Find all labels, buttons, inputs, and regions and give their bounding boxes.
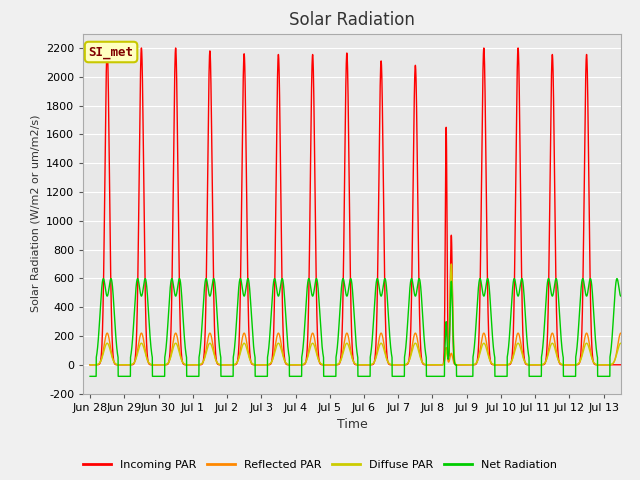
Legend: Incoming PAR, Reflected PAR, Diffuse PAR, Net Radiation: Incoming PAR, Reflected PAR, Diffuse PAR…	[79, 456, 561, 474]
Title: Solar Radiation: Solar Radiation	[289, 11, 415, 29]
X-axis label: Time: Time	[337, 418, 367, 431]
Text: SI_met: SI_met	[88, 46, 134, 59]
Y-axis label: Solar Radiation (W/m2 or um/m2/s): Solar Radiation (W/m2 or um/m2/s)	[30, 115, 40, 312]
